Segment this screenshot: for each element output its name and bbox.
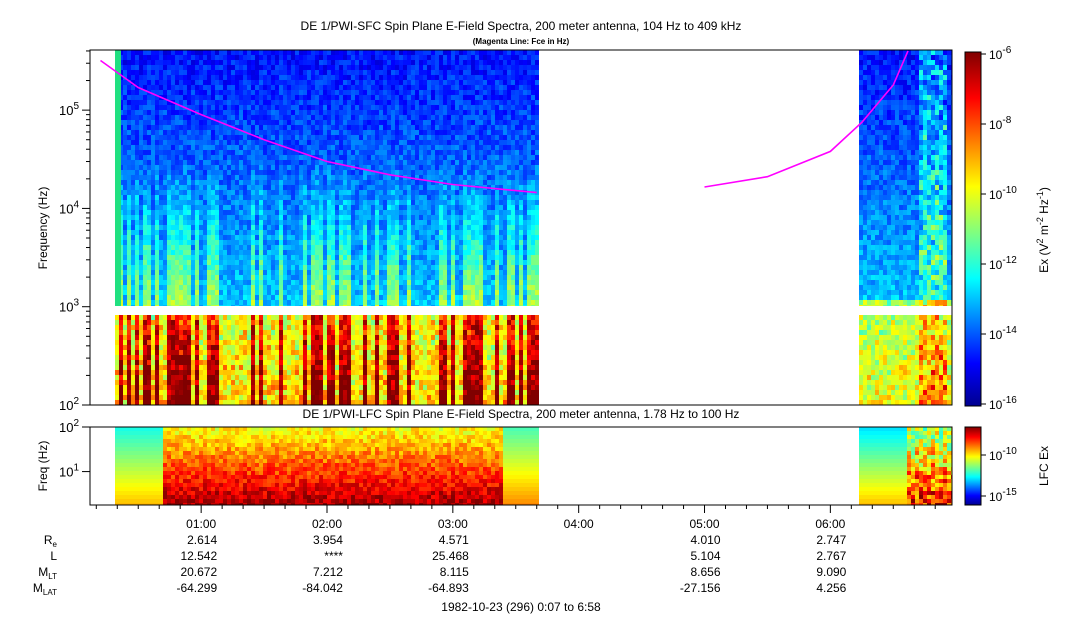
- footer-date: 1982-10-23 (296) 0:07 to 6:58: [441, 600, 601, 614]
- sfc-y-tick-label: 103: [59, 298, 79, 315]
- colorbar-tick-label: 10-10: [989, 446, 1017, 463]
- lfc-y-tick-label: 102: [59, 418, 79, 435]
- colorbar-tick-label: 10-15: [989, 487, 1017, 504]
- lfc-title: DE 1/PWI-LFC Spin Plane E-Field Spectra,…: [303, 407, 740, 421]
- sfc-subtitle: (Magenta Line: Fce in Hz): [473, 37, 570, 46]
- sfc-spectrogram: [90, 50, 952, 405]
- lfc-y-axis: 101 102: [59, 418, 90, 480]
- ephemeris-table: Re 2.614 3.954 4.571 4.010 2.747 L 12.542 **** 25…: [33, 533, 847, 597]
- colorbar-tick-label: 10-10: [989, 185, 1017, 202]
- ephemeris-value: 5.104: [690, 549, 720, 563]
- colorbar-tick-label: 10-16: [989, 395, 1017, 412]
- ephemeris-value: 4.010: [690, 533, 720, 547]
- ephemeris-value: -64.893: [428, 581, 469, 595]
- sfc-colorbar: [964, 51, 982, 407]
- ephemeris-value: ****: [324, 549, 343, 563]
- sfc-y-tick-label: 102: [59, 396, 79, 413]
- sfc-colorbar-ticks: 10-6 10-8 10-10 10-12 10-14 10-16: [981, 45, 1017, 412]
- fce-line-segment-1: [100, 59, 537, 194]
- x-tick-label: 06:00: [815, 517, 845, 531]
- ephemeris-value: 3.954: [313, 533, 343, 547]
- sfc-y-axis-label: Frequency (Hz): [36, 187, 50, 270]
- time-x-axis: 01:00 02:00 03:00 04:00 05:00 06:00: [90, 504, 952, 531]
- ephemeris-value: 4.256: [816, 581, 846, 595]
- ephemeris-row-label: MLT: [38, 565, 57, 581]
- colorbar-tick-label: 10-8: [989, 115, 1012, 132]
- lfc-spectrogram: [90, 427, 952, 505]
- ephemeris-value: 20.672: [180, 565, 217, 579]
- ephemeris-value: -84.042: [302, 581, 343, 595]
- lfc-colorbar-label: LFC Ex: [1037, 446, 1051, 486]
- ephemeris-row-label: L: [50, 549, 57, 563]
- ephemeris-value: -64.299: [176, 581, 217, 595]
- lfc-colorbar-ticks: 10-10 10-15: [981, 446, 1017, 504]
- ephemeris-value: 9.090: [816, 565, 846, 579]
- ephemeris-value: 7.212: [313, 565, 343, 579]
- ephemeris-value: 4.571: [439, 533, 469, 547]
- sfc-y-tick-label: 104: [59, 199, 79, 216]
- ephemeris-value: -27.156: [680, 581, 721, 595]
- sfc-plot-frame: [89, 49, 953, 406]
- sfc-y-tick-label: 105: [59, 101, 79, 118]
- sfc-colorbar-label: Ex (V2 m-2 Hz-1): [1035, 187, 1051, 273]
- fce-line-segment-2: [704, 50, 909, 188]
- colorbar-tick-label: 10-14: [989, 325, 1017, 342]
- x-tick-label: 05:00: [690, 517, 720, 531]
- ephemeris-value: 2.614: [187, 533, 217, 547]
- lfc-colorbar: [964, 426, 982, 506]
- ephemeris-value: 25.468: [432, 549, 469, 563]
- ephemeris-value: 8.656: [690, 565, 720, 579]
- sfc-y-axis: 102 103 104 105: [59, 50, 90, 413]
- ephemeris-row-label: Re: [44, 533, 58, 549]
- ephemeris-row-label: MLAT: [33, 581, 57, 597]
- x-tick-label: 03:00: [438, 517, 468, 531]
- ephemeris-value: 2.767: [816, 549, 846, 563]
- ephemeris-value: 8.115: [440, 565, 469, 579]
- colorbar-tick-label: 10-12: [989, 255, 1017, 272]
- lfc-y-tick-label: 101: [59, 463, 79, 480]
- sfc-title: DE 1/PWI-SFC Spin Plane E-Field Spectra,…: [301, 19, 742, 33]
- ephemeris-value: 2.747: [816, 533, 846, 547]
- x-tick-label: 01:00: [186, 517, 216, 531]
- x-tick-label: 02:00: [312, 517, 342, 531]
- colorbar-tick-label: 10-6: [989, 45, 1012, 62]
- x-tick-label: 04:00: [564, 517, 594, 531]
- ephemeris-value: 12.542: [180, 549, 217, 563]
- lfc-y-axis-label: Freq (Hz): [36, 441, 50, 492]
